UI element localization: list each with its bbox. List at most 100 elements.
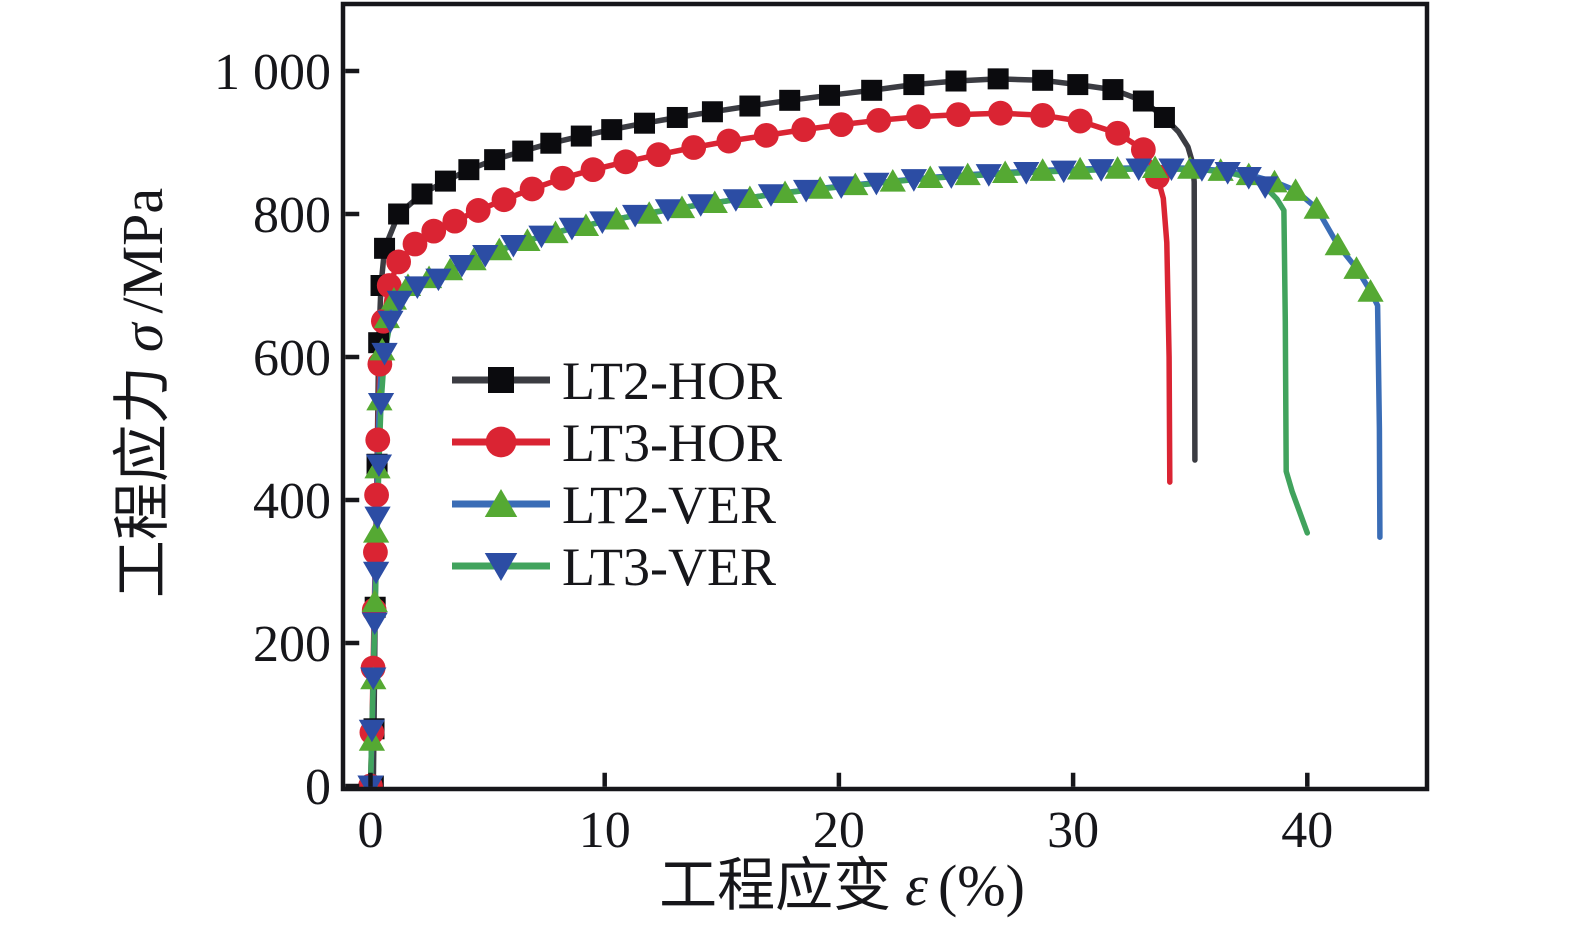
triangle-up-marker — [603, 206, 630, 230]
square-marker — [540, 132, 562, 154]
square-marker — [411, 183, 433, 205]
triangle-up-marker — [1357, 279, 1384, 302]
triangle-up-marker — [636, 201, 663, 224]
triangle-down-marker — [404, 276, 431, 300]
triangle-up-marker — [1343, 256, 1370, 279]
triangle-down-marker — [361, 612, 388, 636]
triangle-up-marker — [362, 520, 390, 543]
triangle-up-marker — [542, 220, 569, 244]
square-marker — [634, 112, 656, 134]
circle-marker — [363, 539, 388, 565]
x-tick-label: 30 — [1047, 802, 1099, 859]
x-axis-title: 工程应变 ε (%) — [659, 853, 1025, 918]
triangle-down-marker — [371, 342, 398, 366]
legend-item-LT2-HOR: LT2-HOR — [452, 351, 782, 411]
y-tick-label: 400 — [253, 473, 331, 530]
circle-marker — [753, 122, 779, 148]
square-marker — [779, 89, 801, 111]
square-marker — [458, 159, 480, 181]
y-tick-label: 800 — [253, 187, 331, 244]
circle-marker — [580, 157, 606, 183]
x-tick-label: 40 — [1281, 802, 1333, 859]
triangle-down-marker — [448, 254, 475, 278]
legend-circle-marker — [485, 426, 517, 458]
circle-marker — [550, 165, 575, 191]
x-tick-label: 0 — [358, 802, 384, 859]
square-marker — [570, 125, 592, 147]
legend-item-LT3-VER: LT3-VER — [452, 537, 776, 597]
triangle-up-marker — [572, 213, 600, 236]
triangle-up-marker — [361, 589, 388, 613]
triangle-down-marker — [900, 169, 927, 192]
circle-marker — [613, 149, 639, 175]
triangle-down-marker — [360, 667, 387, 691]
x-tick-label: 20 — [813, 802, 865, 859]
triangle-up-marker — [701, 190, 728, 214]
circle-marker — [1030, 102, 1056, 128]
circle-marker — [1105, 120, 1130, 146]
square-marker — [987, 68, 1009, 90]
legend-triangle-down-marker — [484, 553, 518, 581]
square-marker — [1153, 106, 1175, 128]
y-axis-title: 工程应力σ/MPa — [110, 188, 175, 598]
triangle-up-marker — [771, 180, 799, 204]
circle-marker — [906, 104, 931, 130]
triangle-down-marker — [975, 164, 1002, 187]
triangle-down-marker — [1214, 162, 1241, 185]
circle-marker — [364, 482, 389, 508]
circle-marker — [681, 135, 707, 160]
circle-marker — [442, 208, 468, 234]
square-marker — [434, 170, 456, 192]
triangle-down-marker — [358, 719, 386, 743]
circle-marker — [1130, 137, 1156, 163]
triangle-down-marker — [622, 204, 649, 228]
triangle-up-marker — [879, 169, 906, 192]
triangle-down-marker — [1235, 167, 1262, 190]
triangle-down-marker — [1088, 159, 1115, 182]
triangle-down-marker — [1125, 158, 1152, 182]
triangle-down-marker — [757, 184, 785, 207]
triangle-up-marker — [668, 195, 696, 219]
triangle-down-marker — [362, 561, 390, 585]
circle-marker — [386, 249, 411, 275]
square-marker — [388, 203, 410, 225]
x-tick-label: 10 — [579, 802, 631, 859]
triangle-up-marker — [1303, 196, 1330, 219]
triangle-down-marker — [792, 179, 820, 203]
triangle-down-marker — [528, 225, 555, 249]
square-marker — [1032, 69, 1054, 91]
circle-marker — [828, 112, 854, 138]
triangle-up-marker — [1029, 158, 1056, 181]
circle-marker — [716, 128, 742, 154]
circle-marker — [1067, 108, 1093, 134]
triangle-down-marker — [654, 199, 682, 222]
y-tick-label: 200 — [253, 616, 331, 673]
plot-border — [340, 1, 1430, 792]
y-tick-label: 600 — [253, 330, 331, 387]
square-marker — [601, 119, 623, 141]
legend-label: LT2-VER — [562, 475, 776, 535]
triangle-down-marker — [367, 392, 395, 416]
circle-marker — [945, 102, 971, 128]
square-marker — [701, 101, 723, 123]
square-marker — [945, 70, 967, 92]
triangle-down-marker — [589, 211, 616, 234]
triangle-up-marker — [954, 162, 981, 186]
y-tick-label: 1 000 — [214, 44, 331, 101]
square-marker — [903, 74, 925, 96]
square-marker — [484, 149, 506, 171]
triangle-down-marker — [1013, 162, 1040, 185]
triangle-up-marker — [1324, 232, 1351, 256]
y-tick-label: 0 — [305, 759, 331, 816]
square-marker — [1067, 74, 1089, 96]
triangle-up-marker — [992, 160, 1019, 184]
triangle-down-marker — [1252, 176, 1279, 199]
triangle-down-marker — [500, 234, 527, 258]
square-marker — [819, 84, 841, 106]
legend-item-LT2-VER: LT2-VER — [452, 475, 776, 535]
triangle-down-marker — [377, 310, 404, 334]
series-markers-LT3-VER — [357, 158, 1279, 789]
